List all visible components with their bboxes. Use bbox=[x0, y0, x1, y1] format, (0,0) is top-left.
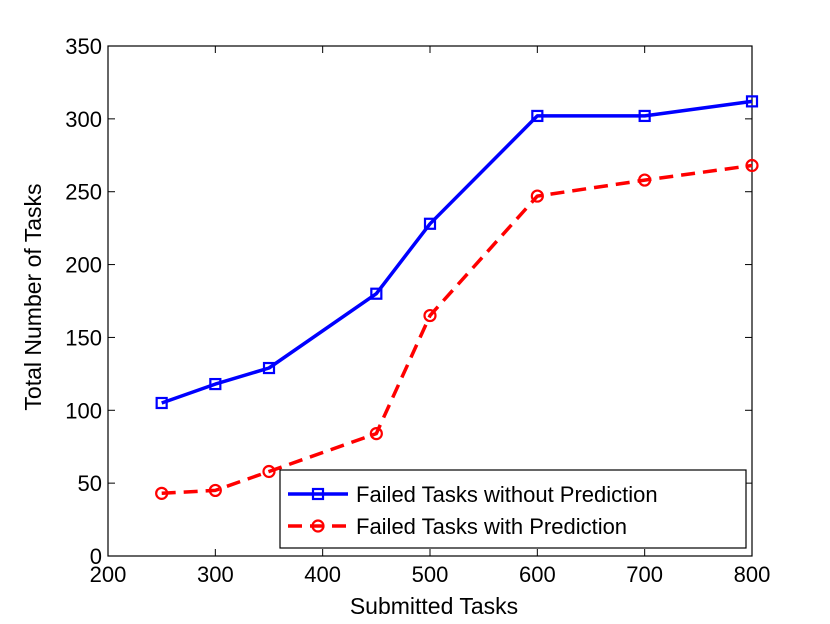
y-tick-label: 200 bbox=[65, 253, 102, 278]
data-point bbox=[208, 483, 222, 498]
data-point bbox=[155, 486, 169, 500]
data-point bbox=[423, 217, 437, 230]
y-tick-label: 350 bbox=[65, 34, 102, 59]
series-layer bbox=[155, 95, 759, 500]
x-tick-label: 200 bbox=[90, 562, 127, 587]
data-point bbox=[638, 109, 651, 123]
x-axis-label: Submitted Tasks bbox=[350, 593, 518, 619]
legend: Failed Tasks without Prediction Failed Ta… bbox=[279, 469, 747, 549]
x-tick-label: 500 bbox=[412, 562, 449, 587]
y-tick-label: 150 bbox=[65, 325, 102, 350]
x-tick-label: 300 bbox=[197, 562, 234, 587]
legend-entry: Failed Tasks without Prediction bbox=[356, 482, 658, 507]
data-point bbox=[155, 396, 168, 410]
data-point bbox=[262, 464, 276, 479]
series-2 bbox=[155, 158, 759, 500]
x-tick-label: 600 bbox=[519, 562, 556, 587]
y-tick-label: 250 bbox=[65, 180, 102, 205]
x-tick-label: 400 bbox=[304, 562, 341, 587]
x-tick-label: 700 bbox=[626, 562, 663, 587]
legend-marker bbox=[311, 519, 325, 533]
legend-entry: Failed Tasks with Prediction bbox=[356, 514, 627, 539]
y-axis-label: Total Number of Tasks bbox=[20, 183, 46, 410]
legend-box bbox=[279, 469, 747, 549]
y-tick-label: 0 bbox=[90, 544, 102, 569]
data-point bbox=[209, 377, 222, 391]
x-tick-label: 800 bbox=[734, 562, 771, 587]
data-point bbox=[638, 173, 652, 187]
data-point bbox=[370, 287, 383, 300]
y-tick-label: 300 bbox=[65, 107, 102, 132]
data-point bbox=[423, 308, 437, 323]
data-point bbox=[531, 109, 544, 123]
data-point bbox=[745, 158, 759, 173]
y-tick-label: 50 bbox=[78, 471, 102, 496]
data-point bbox=[262, 361, 276, 375]
y-tick-label: 100 bbox=[65, 398, 102, 423]
series-line bbox=[161, 163, 753, 496]
data-point bbox=[369, 427, 383, 441]
ticks-layer: 200 300 400 500 600 700 800 0 50 100 150 200 250 300 3… bbox=[65, 34, 770, 587]
series-line bbox=[161, 99, 753, 405]
legend-marker bbox=[311, 487, 325, 501]
series-1 bbox=[155, 95, 759, 410]
data-point bbox=[745, 95, 759, 108]
data-point bbox=[530, 189, 544, 203]
